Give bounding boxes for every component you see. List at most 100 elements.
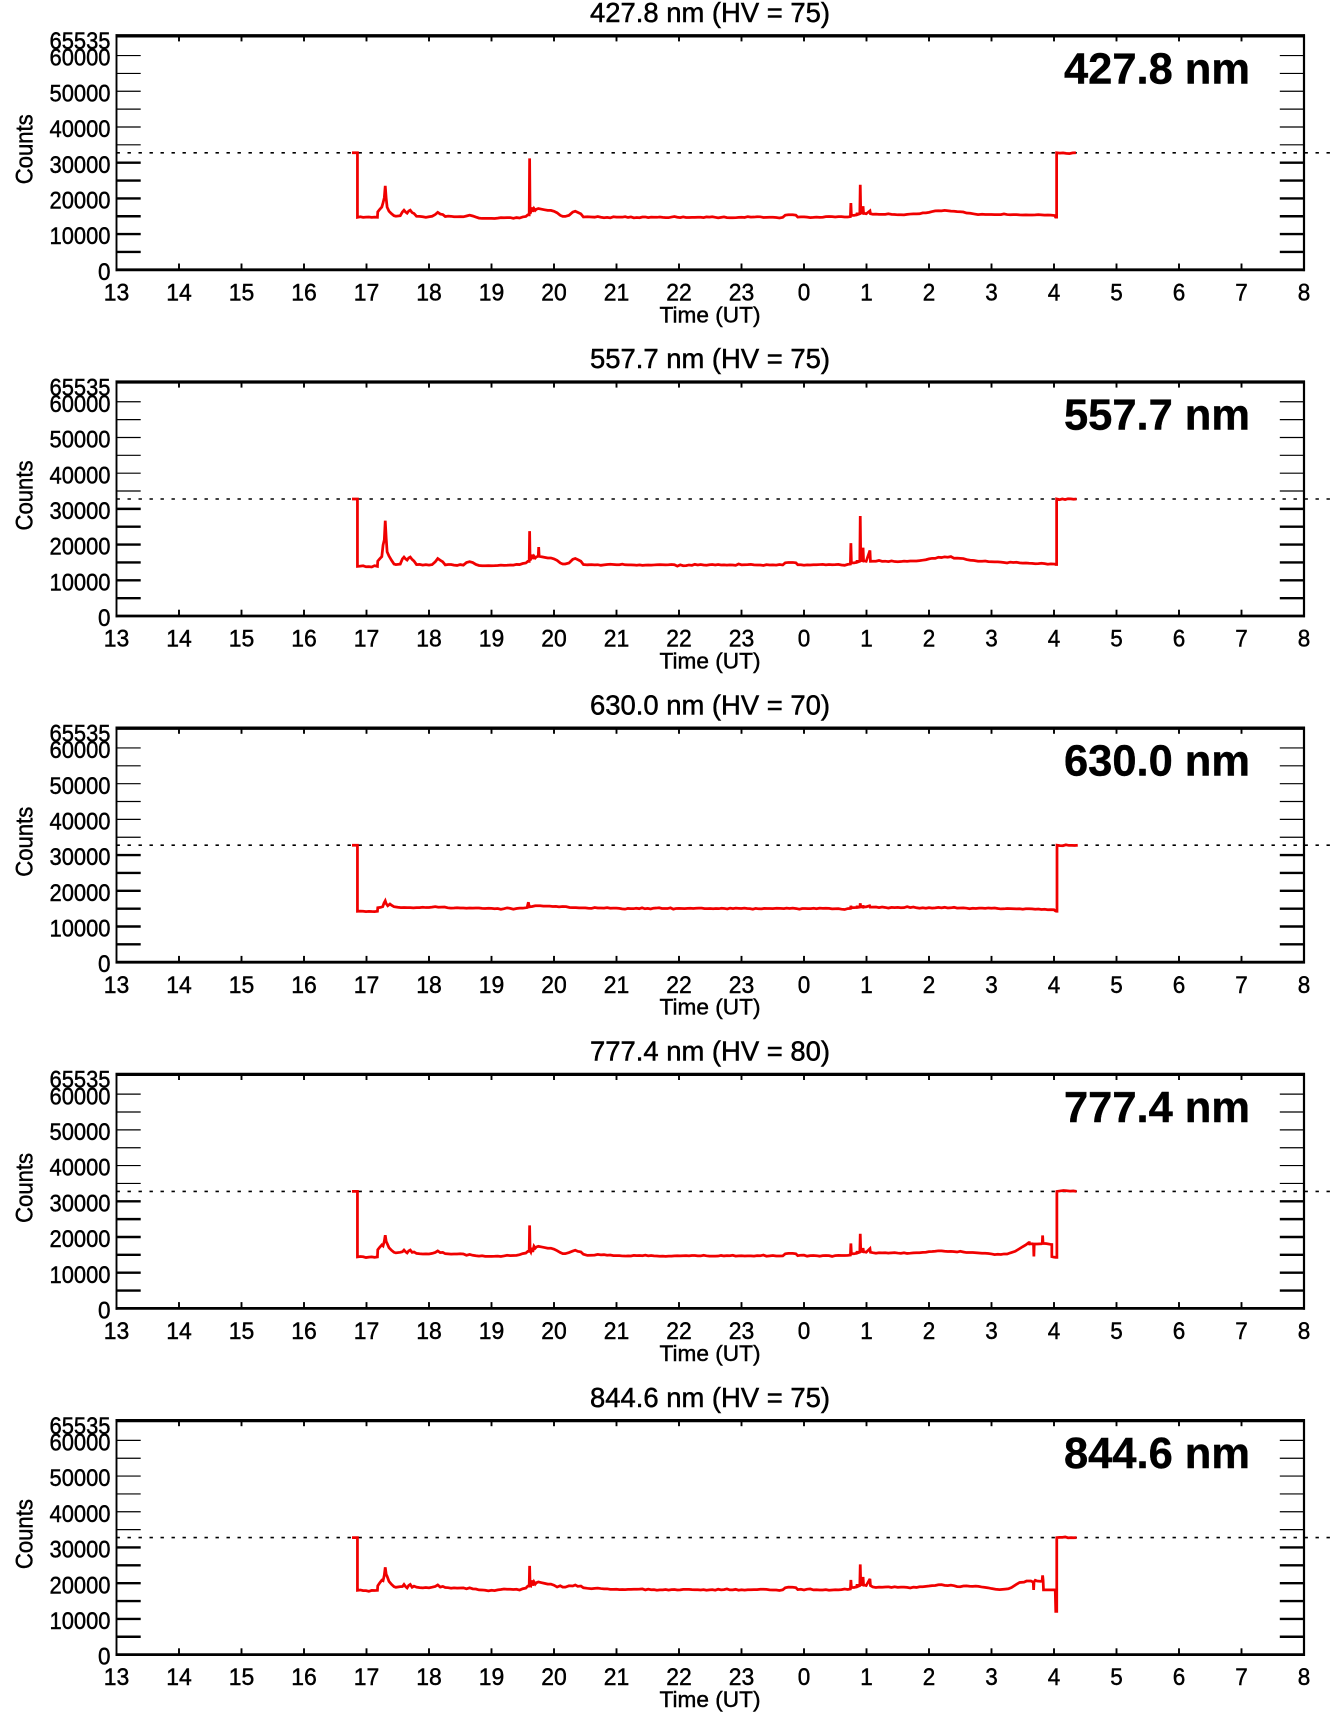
svg-text:8: 8 [1298,1318,1311,1345]
svg-text:15: 15 [229,1664,255,1691]
svg-text:Counts: Counts [12,1499,39,1569]
svg-text:13: 13 [104,1664,130,1691]
svg-text:2: 2 [923,972,936,999]
svg-text:21: 21 [604,279,630,306]
svg-text:14: 14 [166,626,192,653]
svg-text:22: 22 [666,626,692,653]
svg-text:15: 15 [229,1318,255,1345]
svg-text:557.7 nm: 557.7 nm [1064,391,1250,440]
svg-text:3: 3 [985,279,998,306]
svg-text:20: 20 [541,279,567,306]
svg-text:15: 15 [229,279,255,306]
svg-text:17: 17 [354,1318,380,1345]
svg-text:5: 5 [1110,1318,1123,1345]
svg-text:7: 7 [1235,1664,1248,1691]
svg-text:50000: 50000 [50,1465,111,1492]
svg-text:17: 17 [354,279,380,306]
svg-text:19: 19 [479,1318,505,1345]
svg-text:Time (UT): Time (UT) [660,649,761,674]
svg-text:21: 21 [604,972,630,999]
svg-text:7: 7 [1235,972,1248,999]
svg-text:65535: 65535 [50,374,111,401]
svg-text:0: 0 [798,1318,811,1345]
svg-text:40000: 40000 [50,1501,111,1528]
svg-text:40000: 40000 [50,808,111,835]
svg-text:19: 19 [479,1664,505,1691]
svg-text:20000: 20000 [50,880,111,907]
svg-text:65535: 65535 [50,28,111,55]
svg-text:20000: 20000 [50,1572,111,1599]
svg-text:65535: 65535 [50,1413,111,1440]
svg-text:427.8 nm (HV = 75): 427.8 nm (HV = 75) [590,0,830,28]
svg-text:4: 4 [1048,279,1061,306]
svg-text:18: 18 [416,1318,442,1345]
svg-text:2: 2 [923,1318,936,1345]
svg-text:50000: 50000 [50,80,111,107]
svg-text:40000: 40000 [50,1155,111,1182]
svg-text:13: 13 [104,626,130,653]
svg-text:1: 1 [860,626,873,653]
svg-text:630.0 nm (HV = 70): 630.0 nm (HV = 70) [590,689,830,720]
svg-text:21: 21 [604,1664,630,1691]
svg-text:20: 20 [541,626,567,653]
svg-text:22: 22 [666,1318,692,1345]
svg-text:2: 2 [923,279,936,306]
svg-text:20: 20 [541,972,567,999]
svg-text:7: 7 [1235,1318,1248,1345]
svg-text:14: 14 [166,972,192,999]
svg-text:23: 23 [729,279,755,306]
svg-text:16: 16 [291,1664,317,1691]
svg-text:22: 22 [666,972,692,999]
svg-text:19: 19 [479,279,505,306]
svg-text:22: 22 [666,279,692,306]
svg-text:50000: 50000 [50,1119,111,1146]
svg-text:2: 2 [923,626,936,653]
svg-text:21: 21 [604,626,630,653]
svg-text:60000: 60000 [50,45,111,72]
svg-text:17: 17 [354,1664,380,1691]
svg-text:0: 0 [98,605,111,632]
svg-text:23: 23 [729,1318,755,1345]
svg-text:23: 23 [729,626,755,653]
svg-text:16: 16 [291,279,317,306]
svg-text:Time (UT): Time (UT) [660,1687,761,1712]
svg-text:3: 3 [985,1664,998,1691]
svg-text:17: 17 [354,626,380,653]
svg-text:16: 16 [291,1318,317,1345]
svg-text:777.4 nm: 777.4 nm [1064,1083,1250,1132]
svg-text:8: 8 [1298,626,1311,653]
svg-text:4: 4 [1048,1318,1061,1345]
svg-text:0: 0 [798,1664,811,1691]
svg-text:22: 22 [666,1664,692,1691]
svg-text:Time (UT): Time (UT) [660,302,761,327]
svg-text:1: 1 [860,972,873,999]
svg-text:3: 3 [985,972,998,999]
svg-text:0: 0 [798,279,811,306]
svg-text:0: 0 [98,951,111,978]
svg-text:16: 16 [291,972,317,999]
svg-text:7: 7 [1235,279,1248,306]
svg-text:18: 18 [416,972,442,999]
svg-text:0: 0 [98,1644,111,1671]
svg-text:5: 5 [1110,626,1123,653]
svg-text:8: 8 [1298,279,1311,306]
svg-text:630.0 nm: 630.0 nm [1064,737,1250,786]
svg-text:5: 5 [1110,279,1123,306]
svg-text:6: 6 [1173,279,1186,306]
svg-text:Time (UT): Time (UT) [660,1341,761,1366]
svg-text:13: 13 [104,972,130,999]
svg-text:60000: 60000 [50,1083,111,1110]
svg-text:18: 18 [416,626,442,653]
svg-text:50000: 50000 [50,773,111,800]
svg-text:60000: 60000 [50,1429,111,1456]
svg-text:3: 3 [985,626,998,653]
svg-text:17: 17 [354,972,380,999]
svg-text:5: 5 [1110,1664,1123,1691]
svg-text:5: 5 [1110,972,1123,999]
svg-text:6: 6 [1173,1318,1186,1345]
svg-text:10000: 10000 [50,569,111,596]
svg-text:18: 18 [416,1664,442,1691]
svg-text:15: 15 [229,626,255,653]
svg-text:65535: 65535 [50,721,111,748]
svg-text:65535: 65535 [50,1067,111,1094]
